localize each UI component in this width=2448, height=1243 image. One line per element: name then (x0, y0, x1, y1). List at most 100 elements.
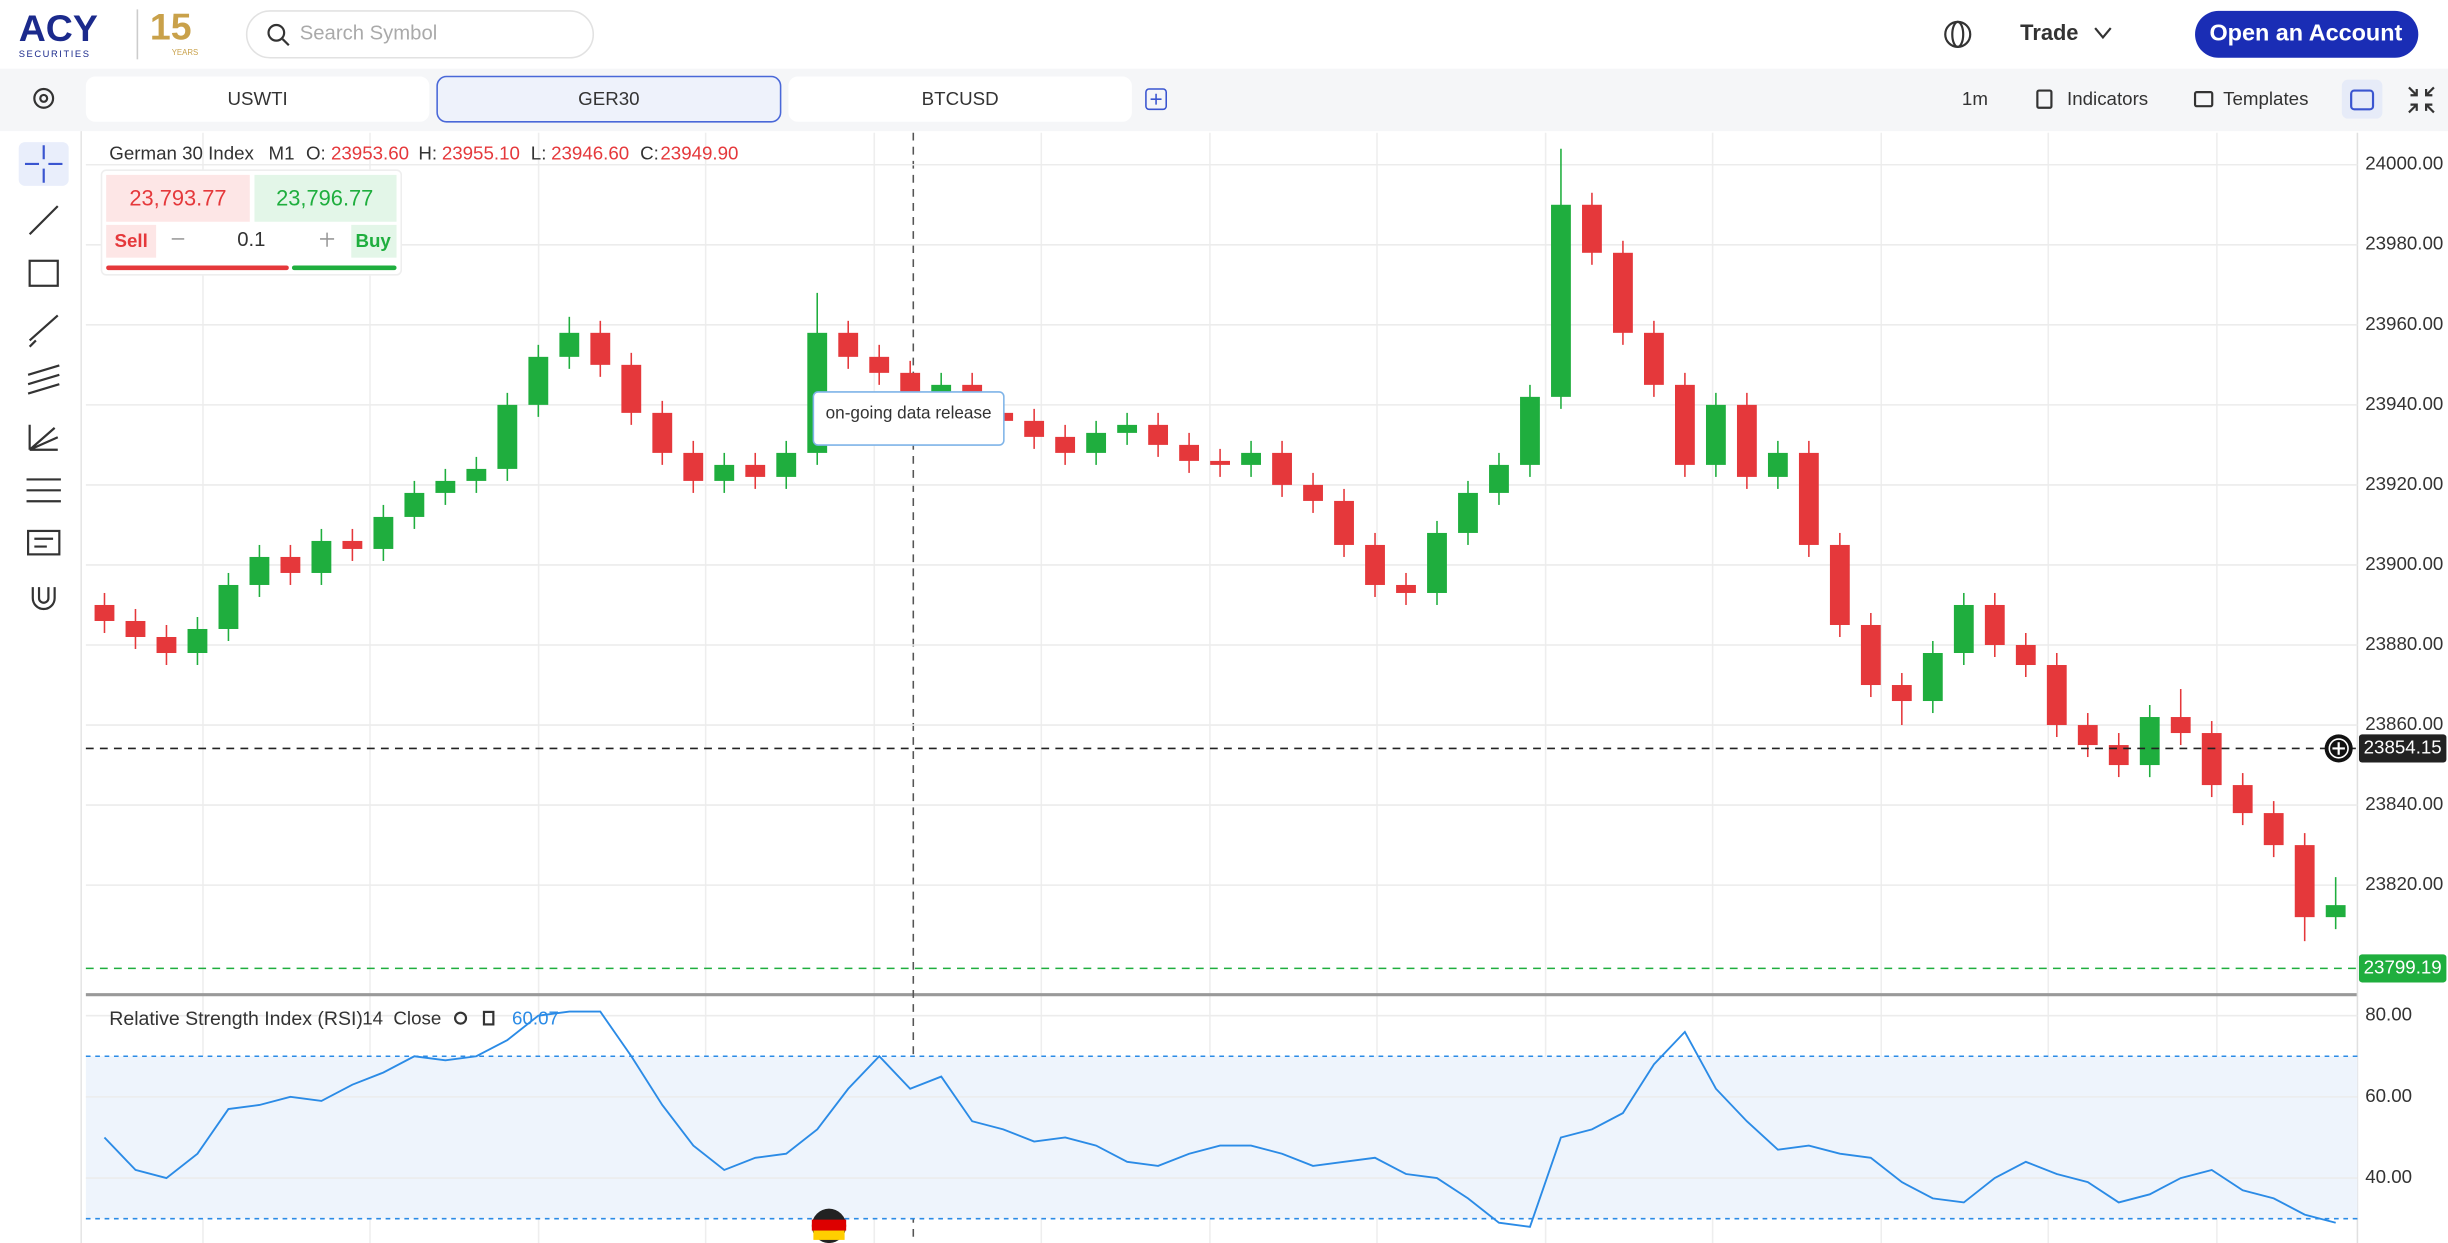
candle-body (683, 452, 704, 481)
logo[interactable]: ACY (19, 7, 98, 49)
candle-body (1551, 204, 1571, 397)
rsi-settings[interactable] (453, 1011, 468, 1025)
candle-body (187, 628, 208, 654)
annotation: on-going data release (826, 402, 992, 422)
candle-body (1922, 653, 1943, 702)
sell-box[interactable] (106, 174, 250, 222)
channel-tool[interactable] (27, 364, 60, 395)
candle-body (1860, 624, 1881, 686)
sell-price: 23,793.77 (129, 186, 226, 211)
candle-body (1055, 436, 1076, 453)
search-icon (267, 23, 286, 42)
rsi-title: Relative Strength Index (RSI) (109, 1008, 363, 1030)
templates[interactable]: Templates (2223, 88, 2308, 109)
tab-label: USWTI (227, 88, 287, 109)
indicators[interactable]: Indicators (2067, 88, 2148, 109)
fib-tool[interactable] (28, 424, 59, 451)
candle-body (94, 604, 115, 621)
plus[interactable] (320, 232, 335, 247)
y-tick-label: 80.00 (2365, 1004, 2412, 1025)
candle-body (280, 556, 301, 573)
tab[interactable] (788, 76, 1132, 122)
candle-body (1984, 604, 2005, 645)
tab-label: GER30 (578, 88, 639, 109)
candle-body (559, 332, 580, 357)
settings-icon[interactable] (33, 87, 55, 109)
rect-tool[interactable] (28, 259, 59, 287)
search-icon (281, 38, 290, 47)
candle-body (2201, 733, 2222, 786)
timeframe[interactable]: 1m (1962, 88, 1988, 109)
search-placeholder: Search Symbol (300, 23, 438, 45)
quantity[interactable]: 0.1 (237, 229, 265, 251)
candle-body (2015, 644, 2036, 666)
candle-body (1272, 452, 1292, 485)
trade-menu[interactable]: Trade (2020, 20, 2078, 45)
anniversary-sub: YEARS (172, 48, 198, 57)
add-tab-icon (1150, 93, 1162, 105)
buy-box[interactable] (254, 174, 397, 222)
candle-body (1241, 452, 1261, 465)
interval: M1 (269, 143, 295, 164)
ohlc-label: H: (418, 143, 437, 164)
plot-layer (85, 148, 2358, 1228)
sell-bar (106, 265, 289, 271)
rsi-delete[interactable] (482, 1010, 495, 1026)
text-tool[interactable] (27, 529, 61, 556)
candle-body (1891, 685, 1912, 702)
tab[interactable] (85, 76, 430, 122)
candle-body (342, 540, 363, 549)
cta-button[interactable] (2195, 10, 2419, 58)
candle-body (218, 584, 239, 629)
candle-body (2325, 905, 2346, 918)
magnet-tool[interactable] (31, 587, 56, 611)
collapse-icon[interactable] (2408, 86, 2435, 114)
ohlc-value: 23949.90 (660, 143, 738, 164)
price-tag-label: 23799.19 (2364, 956, 2442, 977)
indicators-icon (2036, 89, 2053, 109)
line-tool[interactable] (28, 205, 59, 236)
buy-bar (291, 265, 397, 271)
price-tag (2358, 954, 2447, 983)
ohlc-value: 23946.60 (551, 143, 629, 164)
buy-button[interactable] (351, 224, 397, 258)
candle-body (373, 516, 394, 549)
candle-body (466, 468, 487, 481)
candle-body (311, 540, 332, 573)
ray-tool[interactable] (28, 314, 59, 348)
candle-body (1334, 500, 1354, 545)
candle-body (1644, 332, 1664, 385)
sell-button[interactable] (106, 224, 157, 258)
add-tab[interactable] (1145, 88, 1167, 111)
ohlc-label: O: (306, 143, 326, 164)
candle-body (652, 412, 673, 453)
anniversary: 15 (150, 6, 192, 48)
annotation-box[interactable] (812, 391, 1005, 446)
candle-body (869, 356, 890, 373)
buy-label: Buy (355, 230, 391, 251)
search-box[interactable] (245, 10, 595, 59)
sell-label: Sell (114, 230, 147, 251)
candle-body (838, 332, 859, 357)
candle-body (2108, 745, 2129, 766)
tool-active[interactable] (18, 142, 69, 186)
candle-body (2294, 845, 2315, 918)
candle-body (1024, 420, 1045, 437)
levels-tool[interactable] (26, 478, 61, 503)
rsi-current: 60.07 (512, 1008, 559, 1029)
candle-body (1303, 484, 1323, 501)
layout-button[interactable] (2341, 79, 2383, 119)
ohlc-value: 23953.60 (331, 143, 409, 164)
globe-icon[interactable] (1944, 20, 1972, 48)
tab-active[interactable] (436, 75, 782, 123)
y-tick-label: 23900.00 (2365, 553, 2443, 574)
add-alert-icon (2332, 742, 2345, 755)
text-tool-lines (34, 537, 54, 548)
event-flag (813, 1230, 845, 1240)
y-tick-label: 23820.00 (2365, 873, 2443, 894)
price-tag (2358, 734, 2447, 763)
candle-body (745, 464, 766, 477)
rsi-source: Close (393, 1008, 441, 1029)
y-tick-label: 24000.00 (2365, 153, 2443, 174)
cta-label: Open an Account (2209, 20, 2402, 46)
